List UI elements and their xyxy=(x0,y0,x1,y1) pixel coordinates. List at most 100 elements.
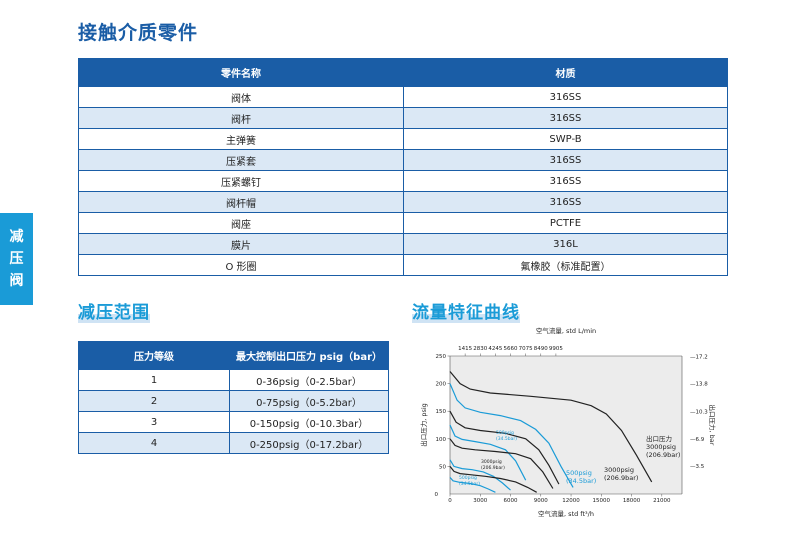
curve-annotation: 3000psig xyxy=(481,459,502,465)
part-name-cell: 阀杆帽 xyxy=(78,191,404,213)
table-header-row: 零件名称 材质 xyxy=(78,58,728,87)
range-title-text: 减压范围 xyxy=(78,303,150,323)
material-cell: PCTFE xyxy=(403,212,728,234)
level-cell: 3 xyxy=(78,411,230,433)
curve-annotation: (34.5bar) xyxy=(566,477,596,485)
y-tick-label: 250 xyxy=(436,354,447,360)
x-tick-label: 18000 xyxy=(623,498,641,504)
pressure-cell: 0-150psig（0-10.3bar） xyxy=(229,411,389,433)
chart-section-title: 流量特征曲线 xyxy=(412,298,520,323)
page-title: 接触介质零件 xyxy=(78,22,199,44)
table-row: 阀座 PCTFE xyxy=(78,212,728,234)
material-cell: 316L xyxy=(403,233,728,255)
material-cell: 316SS xyxy=(403,86,728,108)
material-cell: 316SS xyxy=(403,170,728,192)
curve-annotation: 3000psig xyxy=(604,466,634,474)
top-tick-label: 5660 xyxy=(504,346,518,352)
material-cell: 316SS xyxy=(403,149,728,171)
material-cell: 316SS xyxy=(403,107,728,129)
level-cell: 1 xyxy=(78,369,230,391)
side-tab-char: 减 xyxy=(9,229,24,245)
material-cell: SWP-B xyxy=(403,128,728,150)
table-row: 4 0-250psig（0-17.2bar） xyxy=(78,432,389,454)
y-tick-label: 50 xyxy=(439,464,446,470)
x-tick-label: 0 xyxy=(448,498,452,504)
y-axis-title-right: 出口压力, bar xyxy=(708,405,717,446)
series-line xyxy=(449,466,537,493)
curve-annotation: (34.5bar) xyxy=(459,481,480,487)
plot-area xyxy=(450,356,682,494)
series-line xyxy=(449,459,511,491)
table-row: 1 0-36psig（0-2.5bar） xyxy=(78,369,389,391)
top-tick-label: 1415 xyxy=(458,346,472,352)
top-axis-title: 空气流量, std L/min xyxy=(536,326,596,335)
side-tab-char: 压 xyxy=(9,251,24,267)
column-header: 零件名称 xyxy=(78,58,404,87)
x-tick-label: 15000 xyxy=(593,498,611,504)
level-cell: 2 xyxy=(78,390,230,412)
curve-annotation: 500psig xyxy=(496,430,514,436)
column-header: 压力等级 xyxy=(78,341,230,370)
y-right-tick-label: —13.8 xyxy=(690,382,708,388)
y-tick-label: 100 xyxy=(436,437,447,443)
curve-annotation: 500psig xyxy=(566,469,592,477)
side-tab: 减 压 阀 xyxy=(0,213,33,305)
x-tick-label: 21000 xyxy=(653,498,671,504)
pressure-range-table: 压力等级 最大控制出口压力 psig（bar） 1 0-36psig（0-2.5b… xyxy=(78,341,389,454)
table-header-row: 压力等级 最大控制出口压力 psig（bar） xyxy=(78,341,389,370)
table-row: 压紧螺钉 316SS xyxy=(78,170,728,192)
range-section-title: 减压范围 xyxy=(78,298,150,323)
table-row: 2 0-75psig（0-5.2bar） xyxy=(78,390,389,412)
series-line xyxy=(449,424,527,481)
curve-annotation: (206.9bar) xyxy=(604,474,638,482)
column-header: 最大控制出口压力 psig（bar） xyxy=(229,341,389,370)
table-row: 阀杆帽 316SS xyxy=(78,191,728,213)
material-cell: 316SS xyxy=(403,191,728,213)
table-row: O 形圈 氟橡胶（标准配置） xyxy=(78,254,728,276)
curve-annotation: (34.5bar) xyxy=(496,436,517,442)
pressure-cell: 0-36psig（0-2.5bar） xyxy=(229,369,389,391)
table-row: 阀杆 316SS xyxy=(78,107,728,129)
x-tick-label: 12000 xyxy=(562,498,580,504)
top-tick-label: 8490 xyxy=(534,346,548,352)
x-tick-label: 6000 xyxy=(504,498,518,504)
x-tick-label: 9000 xyxy=(534,498,548,504)
x-axis-title: 空气流量, std ft³/h xyxy=(538,509,594,518)
part-name-cell: 膜片 xyxy=(78,233,404,255)
part-name-cell: O 形圈 xyxy=(78,254,404,276)
column-header: 材质 xyxy=(403,58,728,87)
y-right-tick-label: —3.5 xyxy=(690,464,705,470)
series-line xyxy=(449,383,574,488)
material-cell: 氟橡胶（标准配置） xyxy=(403,254,728,276)
part-name-cell: 压紧螺钉 xyxy=(78,170,404,192)
level-cell: 4 xyxy=(78,432,230,454)
curve-annotation: (206.9bar) xyxy=(646,451,680,459)
y-tick-label: 0 xyxy=(435,492,439,498)
top-tick-label: 9905 xyxy=(549,346,563,352)
parts-table: 零件名称 材质 阀体 316SS 阀杆 316SS 主弹簧 SWP-B 压紧套 316S… xyxy=(78,58,728,276)
y-tick-label: 200 xyxy=(436,382,447,388)
series-line xyxy=(449,438,554,489)
x-tick-label: 3000 xyxy=(473,498,487,504)
top-tick-label: 4245 xyxy=(488,346,502,352)
series-line xyxy=(449,410,560,485)
pressure-cell: 0-250psig（0-17.2bar） xyxy=(229,432,389,454)
top-tick-label: 2830 xyxy=(473,346,487,352)
curve-annotation: 500psig xyxy=(459,475,477,481)
part-name-cell: 主弹簧 xyxy=(78,128,404,150)
part-name-cell: 阀杆 xyxy=(78,107,404,129)
pressure-cell: 0-75psig（0-5.2bar） xyxy=(229,390,389,412)
table-row: 阀体 316SS xyxy=(78,86,728,108)
part-name-cell: 阀座 xyxy=(78,212,404,234)
y-tick-label: 150 xyxy=(436,409,447,415)
side-tab-char: 阀 xyxy=(9,273,24,289)
part-name-cell: 压紧套 xyxy=(78,149,404,171)
series-line xyxy=(449,371,653,483)
y-axis-title-left: 出口压力, psig xyxy=(419,403,428,447)
curve-annotation: 3000psig xyxy=(646,443,676,451)
table-row: 主弹簧 SWP-B xyxy=(78,128,728,150)
series-line xyxy=(449,477,496,493)
curve-annotation: (206.9bar) xyxy=(481,465,505,471)
curve-annotation: 出口压力 xyxy=(646,434,672,443)
